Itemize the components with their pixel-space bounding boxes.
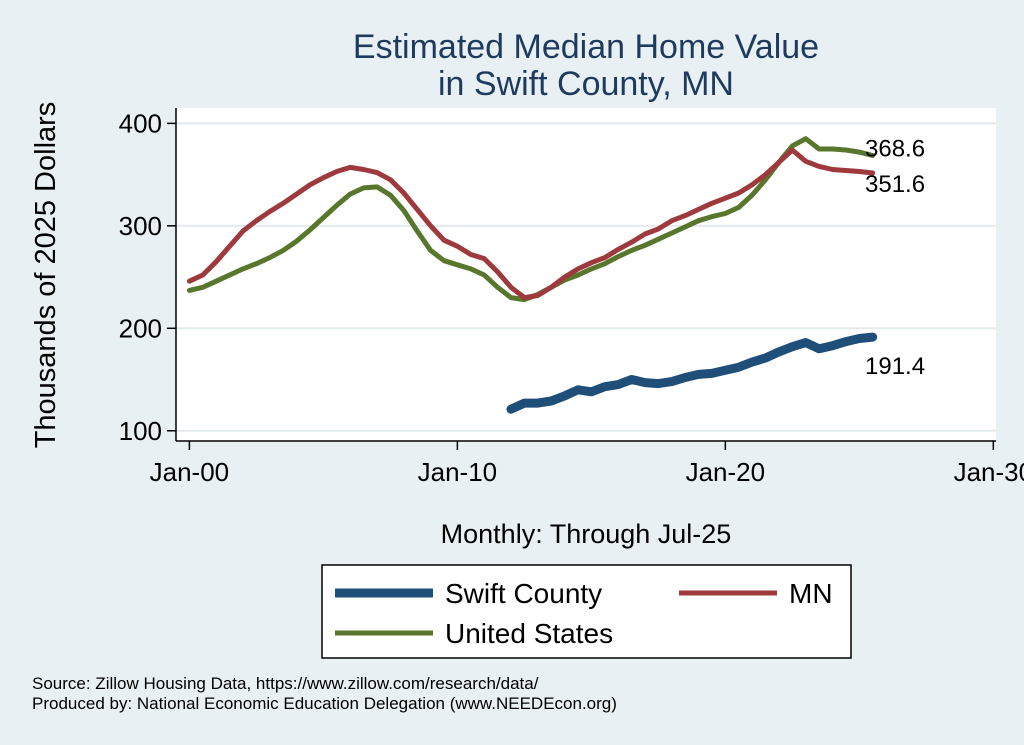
x-tick-label: Jan-10	[418, 457, 498, 487]
y-tick-label: 400	[119, 108, 162, 138]
y-tick-label: 300	[119, 211, 162, 241]
end-labels: 191.4 351.6 368.6	[865, 136, 925, 381]
x-axis-label: Monthly: Through Jul-25	[441, 519, 732, 549]
end-label-swift-county: 191.4	[865, 353, 925, 380]
series-lines	[186, 136, 878, 414]
y-axis-label: Thousands of 2025 Dollars	[30, 102, 62, 449]
chart-title-line1: Estimated Median Home Value	[353, 28, 819, 66]
x-ticks: Jan-00 Jan-10 Jan-20 Jan-30	[150, 441, 1024, 487]
legend: Swift County MN United States	[321, 564, 852, 659]
y-ticks: 100 200 300 400	[119, 108, 176, 446]
x-tick-label: Jan-30	[954, 457, 1024, 487]
legend-box	[321, 564, 852, 659]
x-tick-label: Jan-00	[150, 457, 230, 487]
chart-title-line2: in Swift County, MN	[438, 65, 734, 103]
y-tick-label: 200	[119, 313, 162, 343]
x-tick-label: Jan-20	[686, 457, 766, 487]
end-label-mn: 351.6	[865, 171, 925, 198]
series-line-mn	[186, 147, 876, 301]
plot-area	[176, 108, 996, 441]
source-note: Source: Zillow Housing Data, https://www…	[32, 674, 539, 693]
legend-label-us: United States	[445, 618, 613, 649]
produced-by-note: Produced by: National Economic Education…	[32, 694, 617, 713]
y-tick-label: 100	[119, 416, 162, 446]
legend-label-swift: Swift County	[445, 578, 602, 609]
series-line-swift-county	[506, 332, 878, 414]
end-label-united-states: 368.6	[865, 136, 925, 163]
legend-label-mn: MN	[789, 578, 833, 609]
